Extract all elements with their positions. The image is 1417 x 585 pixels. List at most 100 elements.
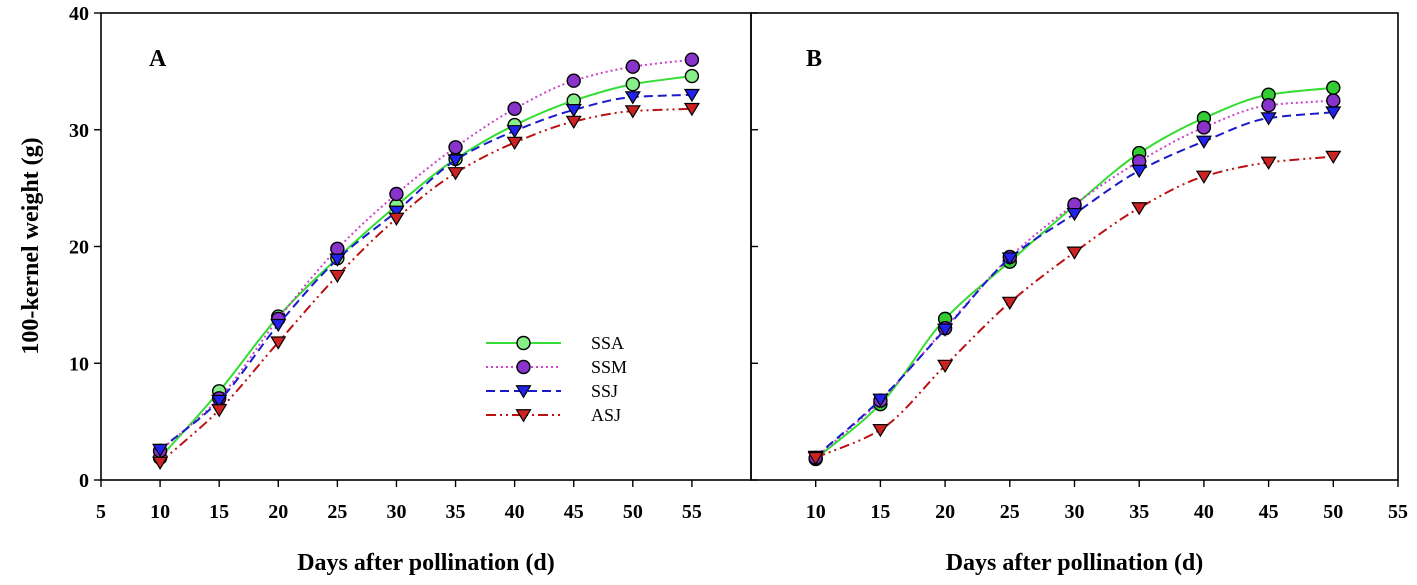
x-tick-label: 5 <box>96 501 106 523</box>
series-line-ssa <box>815 86 1334 460</box>
data-point-asj <box>807 451 824 466</box>
x-tick-label: 15 <box>870 501 890 523</box>
data-point-asj <box>683 102 700 117</box>
data-point-ssj <box>270 318 287 333</box>
x-tick-label: 35 <box>446 501 466 523</box>
data-point-ssm <box>389 186 404 202</box>
data-point-ssj <box>937 323 954 337</box>
legend-label-asj: ASJ <box>591 405 621 425</box>
data-point-ssm <box>1326 93 1341 108</box>
data-point-ssm <box>625 59 641 74</box>
data-point-ssm <box>1261 98 1276 113</box>
series-asj <box>807 150 1342 466</box>
data-point-asj <box>624 105 641 119</box>
data-point-asj <box>1260 156 1277 170</box>
panel-label: B <box>806 46 822 72</box>
data-point-ssj <box>1066 207 1083 222</box>
series-line-asj <box>159 107 692 464</box>
legend-label-ssm: SSM <box>591 357 627 377</box>
x-tick-label: 20 <box>935 501 955 523</box>
data-point-asj <box>1131 202 1148 216</box>
data-point-asj <box>1066 246 1083 260</box>
x-tick-label: 30 <box>1065 501 1085 523</box>
data-point-ssa <box>1326 80 1341 95</box>
x-tick-label: 55 <box>682 501 702 523</box>
x-tick-label: 45 <box>1259 501 1279 523</box>
data-point-ssj <box>1001 252 1018 266</box>
x-axis-title: Days after pollination (d) <box>297 550 555 576</box>
series-line-ssm <box>815 99 1334 459</box>
x-tick-label: 40 <box>1194 501 1214 523</box>
data-point-asj <box>388 212 405 226</box>
legend-label-ssa: SSA <box>591 333 624 353</box>
panel-label: A <box>149 46 167 72</box>
data-point-ssa <box>625 77 641 92</box>
data-point-ssj <box>1325 106 1342 120</box>
legend-label-ssj: SSJ <box>591 381 618 401</box>
series-ssj <box>807 106 1342 465</box>
data-point-ssm <box>448 140 463 155</box>
data-point-ssj <box>624 91 641 105</box>
series-ssa <box>808 80 1341 467</box>
x-tick-label: 35 <box>1129 501 1149 523</box>
data-point-asj <box>1001 296 1018 310</box>
y-tick-label: 10 <box>69 353 89 375</box>
panel-a: 5 10 15 20 25 30 35 40 45 50 55 0 10 20 30 40 Days after… <box>18 3 752 576</box>
x-tick-label: 10 <box>806 501 826 523</box>
data-point-ssj <box>506 125 523 139</box>
data-point-ssj <box>447 154 464 168</box>
x-tick-label: 50 <box>623 501 643 523</box>
y-tick-label: 30 <box>69 120 89 142</box>
data-point-ssj <box>329 253 346 267</box>
data-point-ssj <box>1260 112 1277 126</box>
plot-frame <box>100 12 752 481</box>
data-point-ssj <box>152 443 169 458</box>
data-point-asj <box>506 136 523 151</box>
data-point-asj <box>447 167 464 181</box>
data-point-ssm <box>330 241 345 257</box>
series-line-ssj <box>815 111 1334 458</box>
y-axis-title: 100-kernel weight (g) <box>18 137 44 354</box>
y-tick-label: 20 <box>69 237 89 259</box>
x-tick-label: 50 <box>1323 501 1343 523</box>
y-tick-label: 0 <box>79 470 89 492</box>
legend-marker-asj <box>515 409 532 423</box>
data-point-asj <box>211 404 228 418</box>
data-point-asj <box>152 456 169 470</box>
data-point-ssa <box>684 68 700 84</box>
x-axis-title: Days after pollination (d) <box>946 550 1204 576</box>
series-line-ssm <box>159 58 693 452</box>
x-tick-label: 20 <box>268 501 288 523</box>
data-point-ssj <box>1131 164 1148 179</box>
data-point-asj <box>1195 170 1212 184</box>
panel-b: 10 15 20 25 30 35 40 45 50 55 Days after pollinati… <box>750 12 1408 576</box>
series-line-ssj <box>159 93 692 451</box>
data-point-ssj <box>388 205 405 219</box>
data-point-ssm <box>684 52 700 67</box>
data-point-asj <box>270 336 287 350</box>
x-tick-label: 25 <box>1000 501 1020 523</box>
data-point-ssj <box>872 393 889 407</box>
series-line-ssa <box>159 75 693 459</box>
legend-marker-ssm <box>516 359 531 375</box>
legend-marker-ssj <box>515 385 532 399</box>
legend: SSA SSM SSJ ASJ <box>486 333 627 425</box>
series-asj <box>152 102 700 470</box>
data-point-asj <box>565 115 582 130</box>
series-ssj <box>152 88 700 458</box>
data-point-ssm <box>507 101 522 116</box>
data-point-asj <box>329 269 346 284</box>
series-ssm <box>808 93 1341 466</box>
x-tick-label: 10 <box>150 501 170 523</box>
data-point-ssm <box>1196 120 1212 135</box>
data-point-asj <box>1325 150 1342 165</box>
x-tick-label: 40 <box>505 501 525 523</box>
data-point-ssj <box>211 394 228 409</box>
data-point-ssj <box>1195 135 1212 149</box>
x-tick-label: 45 <box>564 501 584 523</box>
x-tick-label: 15 <box>209 501 229 523</box>
data-point-ssj <box>683 88 700 103</box>
data-point-asj <box>872 423 889 438</box>
y-tick-label: 40 <box>69 3 89 25</box>
